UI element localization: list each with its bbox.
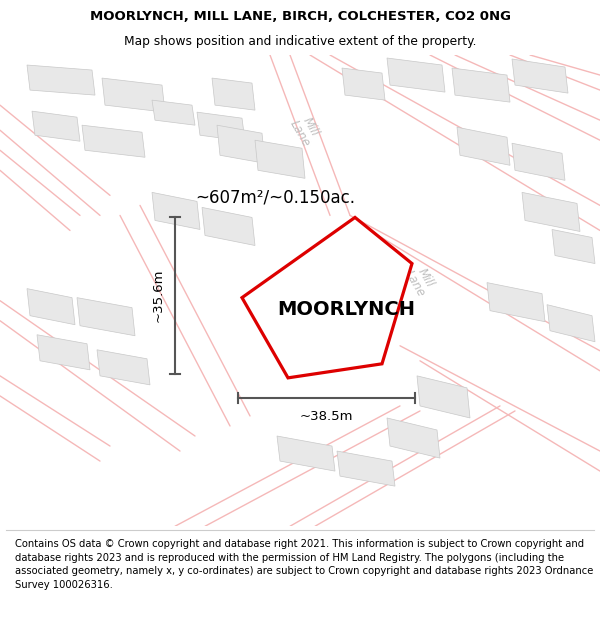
Polygon shape [197,112,245,141]
Text: Mill
Lane: Mill Lane [287,112,323,149]
Polygon shape [452,68,510,102]
Polygon shape [387,418,440,458]
Polygon shape [387,58,445,92]
Polygon shape [27,289,75,325]
Polygon shape [27,65,95,95]
Polygon shape [97,350,150,385]
Polygon shape [512,143,565,181]
Polygon shape [212,78,255,110]
Polygon shape [547,304,595,342]
Polygon shape [522,192,580,231]
Polygon shape [77,298,135,336]
Text: Map shows position and indicative extent of the property.: Map shows position and indicative extent… [124,35,476,48]
Text: Mill
Lane: Mill Lane [402,262,438,299]
Polygon shape [255,140,305,178]
Text: MOORLYNCH: MOORLYNCH [277,299,415,319]
Polygon shape [342,68,385,100]
Polygon shape [37,335,90,370]
Polygon shape [552,229,595,264]
Polygon shape [277,436,335,471]
Polygon shape [512,59,568,93]
Polygon shape [457,127,510,165]
Polygon shape [152,192,200,229]
Text: ~35.6m: ~35.6m [152,269,165,322]
Polygon shape [32,111,80,141]
Polygon shape [202,208,255,246]
Polygon shape [102,78,165,112]
Polygon shape [152,100,195,125]
Polygon shape [82,125,145,158]
Text: Contains OS data © Crown copyright and database right 2021. This information is : Contains OS data © Crown copyright and d… [15,539,593,590]
Polygon shape [337,451,395,486]
Polygon shape [242,217,412,378]
Polygon shape [417,376,470,418]
Polygon shape [487,282,545,322]
Text: ~607m²/~0.150ac.: ~607m²/~0.150ac. [195,188,355,206]
Text: ~38.5m: ~38.5m [300,410,353,423]
Polygon shape [217,125,265,163]
Text: MOORLYNCH, MILL LANE, BIRCH, COLCHESTER, CO2 0NG: MOORLYNCH, MILL LANE, BIRCH, COLCHESTER,… [89,10,511,23]
